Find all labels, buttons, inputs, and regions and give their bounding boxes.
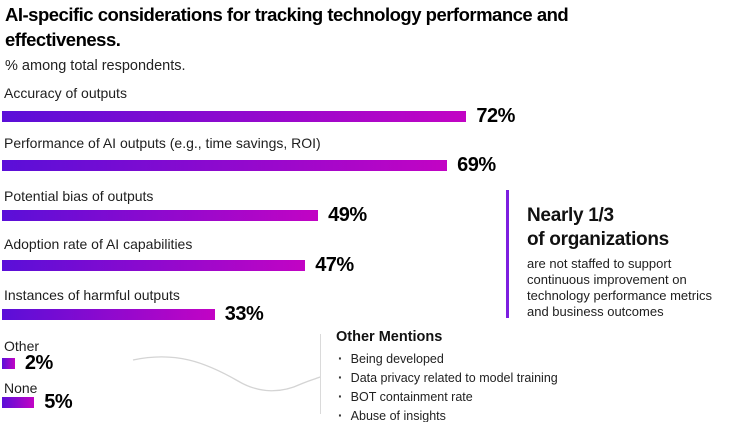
other-mentions-item: Being developed [336,349,558,368]
bar-value-adoption: 47% [315,254,354,276]
callout-heading-line1: Nearly 1/3 [527,205,614,226]
chart-subtitle: % among total respondents. [5,58,186,74]
other-mentions-item: BOT containment rate [336,387,558,406]
bar-label-adoption: Adoption rate of AI capabilities [4,236,193,252]
bar-label-accuracy: Accuracy of outputs [4,85,127,101]
bar-value-harmful: 33% [224,303,264,325]
other-mentions-heading: Other Mentions [336,329,443,345]
bar-value-other: 2% [24,352,53,374]
bar-other [2,358,15,369]
bar-none [2,397,35,408]
connector-curve [132,356,321,392]
callout-heading-line2: of organizations [527,229,669,250]
bar-label-performance: Performance of AI outputs (e.g., time sa… [4,135,321,151]
bar-bias [2,210,319,221]
bar-harmful [2,309,215,320]
bar-value-bias: 49% [328,204,367,226]
other-mentions-item: Data privacy related to model training [336,368,558,387]
other-mentions-item: Abuse of insights [336,406,558,422]
bar-performance [2,160,448,171]
bar-value-performance: 69% [457,154,496,176]
bar-accuracy [2,111,467,122]
bar-value-accuracy: 72% [476,105,515,127]
other-mentions-divider [320,334,321,414]
bar-value-none: 5% [44,391,73,413]
callout-accent-line [506,190,509,318]
bar-label-none: None [4,380,38,396]
bar-label-other: Other [4,338,40,354]
other-mentions-list: Being developed Data privacy related to … [336,349,558,422]
chart-title: AI-specific considerations for tracking … [5,4,569,50]
bar-label-harmful: Instances of harmful outputs [4,287,180,303]
bar-label-bias: Potential bias of outputs [4,188,154,204]
callout-heading: Nearly 1/3 of organizations [527,204,669,252]
callout-body: are not staffed to support continuous im… [527,256,712,319]
bar-adoption [2,260,306,271]
